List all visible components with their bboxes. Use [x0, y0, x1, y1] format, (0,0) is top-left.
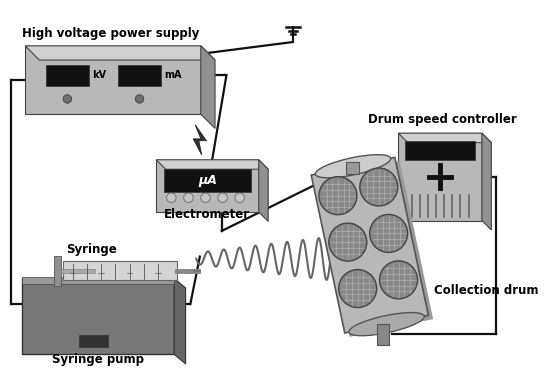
Polygon shape — [174, 278, 185, 364]
Polygon shape — [316, 161, 433, 337]
Polygon shape — [193, 125, 207, 155]
Bar — [378, 324, 389, 345]
Text: μA: μA — [198, 174, 217, 187]
Circle shape — [319, 177, 357, 215]
Text: Drum speed controller: Drum speed controller — [368, 112, 516, 126]
Polygon shape — [398, 133, 491, 143]
Bar — [79, 335, 108, 347]
Circle shape — [167, 193, 176, 203]
Circle shape — [184, 193, 193, 203]
Text: kV: kV — [92, 70, 107, 80]
Polygon shape — [258, 160, 268, 221]
Circle shape — [339, 270, 377, 308]
Text: Syringe: Syringe — [66, 243, 117, 256]
Text: mA: mA — [165, 70, 182, 80]
Polygon shape — [201, 46, 215, 129]
Bar — [398, 133, 482, 221]
Bar — [46, 65, 89, 86]
Bar — [164, 169, 251, 192]
Bar — [118, 65, 161, 86]
Bar — [22, 278, 174, 355]
Text: Electrometer: Electrometer — [164, 208, 251, 221]
Circle shape — [135, 95, 144, 103]
Circle shape — [329, 223, 367, 261]
Polygon shape — [25, 46, 215, 60]
Circle shape — [370, 214, 408, 253]
Bar — [156, 160, 258, 212]
Bar — [61, 269, 95, 273]
Circle shape — [218, 193, 227, 203]
Circle shape — [379, 261, 418, 299]
Circle shape — [235, 193, 245, 203]
Text: Syringe pump: Syringe pump — [52, 353, 144, 366]
Circle shape — [63, 95, 72, 103]
Bar — [346, 162, 359, 174]
Bar — [25, 46, 201, 114]
Polygon shape — [482, 133, 491, 230]
Bar — [405, 141, 475, 160]
Bar — [22, 278, 174, 284]
Circle shape — [201, 193, 211, 203]
Circle shape — [360, 168, 398, 206]
Polygon shape — [156, 160, 268, 169]
Bar — [63, 261, 177, 280]
Polygon shape — [311, 157, 428, 333]
Text: Collection drum: Collection drum — [434, 285, 539, 298]
Text: High voltage power supply: High voltage power supply — [22, 27, 200, 40]
Ellipse shape — [349, 313, 424, 336]
Ellipse shape — [315, 155, 390, 178]
Bar — [53, 256, 61, 286]
